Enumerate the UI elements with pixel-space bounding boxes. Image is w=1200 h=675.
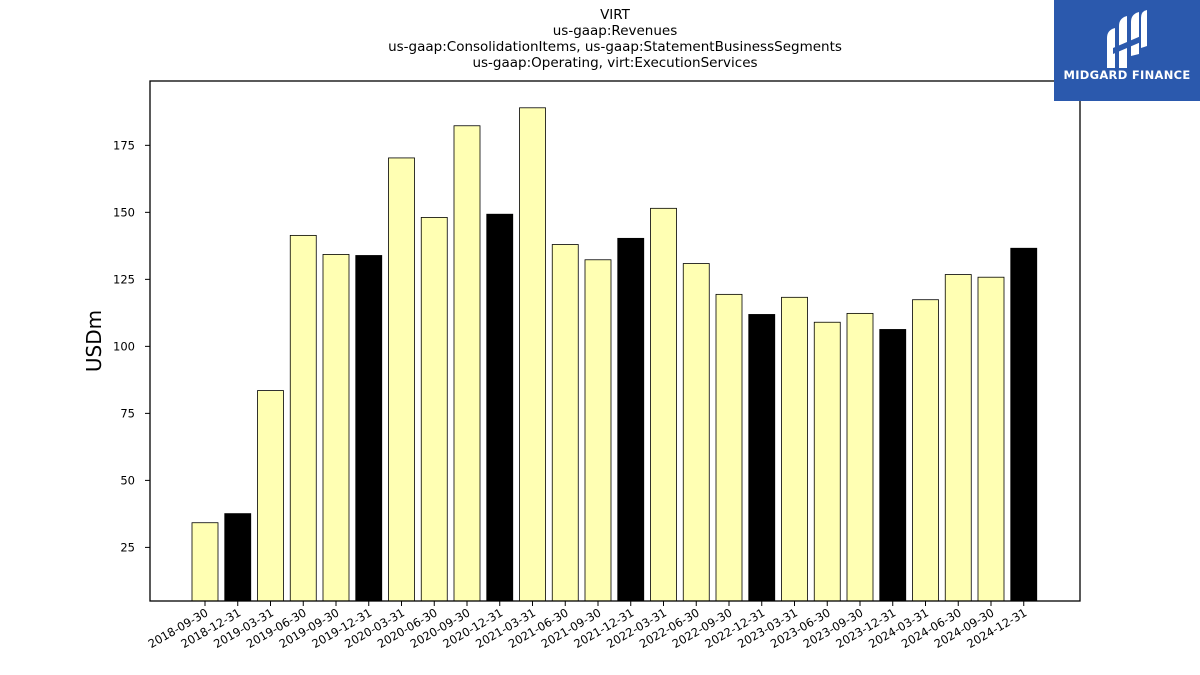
chart-title-line-2: us-gaap:Revenues [552, 23, 678, 39]
bar-2023-03-31 [781, 296, 808, 602]
brand-logo: MIDGARD FINANCE [1054, 0, 1200, 101]
bar-2019-09-30 [322, 254, 350, 602]
axes-frame [149, 80, 1081, 602]
y-tick-label: 50 [120, 473, 135, 487]
y-tick-label: 150 [113, 205, 135, 219]
y-tick-label: 125 [113, 272, 135, 286]
bar-2019-03-31 [257, 390, 284, 602]
bar-2019-06-30 [289, 234, 317, 602]
bar-2023-06-30 [813, 321, 841, 602]
chart-title-line-1: VIRT [600, 7, 630, 23]
bar-2021-03-31 [519, 107, 546, 602]
bar-2021-09-30 [584, 259, 612, 602]
y-tick-label: 25 [120, 540, 135, 554]
bar-2022-06-30 [682, 263, 710, 602]
chart-title-line-4: us-gaap:Operating, virt:ExecutionService… [472, 55, 758, 71]
bar-2024-06-30 [944, 274, 972, 602]
bar-2020-03-31 [388, 157, 415, 602]
bar-2024-09-30 [977, 276, 1005, 602]
chart-title-line-3: us-gaap:ConsolidationItems, us-gaap:Stat… [388, 39, 842, 55]
bar-2023-12-31 [879, 329, 907, 602]
bar-2018-12-31 [224, 513, 252, 602]
logo-text: MIDGARD FINANCE [1063, 68, 1191, 82]
bar-2022-12-31 [748, 314, 776, 602]
bar-2021-12-31 [617, 237, 645, 602]
bar-2018-09-30 [191, 522, 219, 602]
bar-2024-03-31 [912, 299, 939, 602]
bar-2020-12-31 [486, 213, 514, 602]
bar-2024-12-31 [1010, 247, 1038, 602]
bar-2023-09-30 [846, 312, 874, 602]
y-tick-label: 75 [120, 406, 135, 420]
bar-2019-12-31 [355, 255, 383, 602]
bars-group [191, 107, 1038, 602]
bar-2021-06-30 [551, 244, 579, 602]
bar-2020-06-30 [420, 217, 448, 602]
y-axis: 25 50 75 100 125 150 175 [113, 138, 150, 554]
x-axis: 2018-09-302018-12-312019-03-312019-06-30… [146, 601, 1029, 651]
y-tick-label: 100 [113, 339, 135, 353]
bar-2020-09-30 [453, 125, 481, 602]
y-axis-label: USDm [82, 310, 106, 372]
bar-2022-09-30 [715, 293, 743, 602]
y-tick-label: 175 [113, 138, 135, 152]
bar-2022-03-31 [650, 207, 677, 602]
logo-mark-icon [1107, 10, 1147, 68]
